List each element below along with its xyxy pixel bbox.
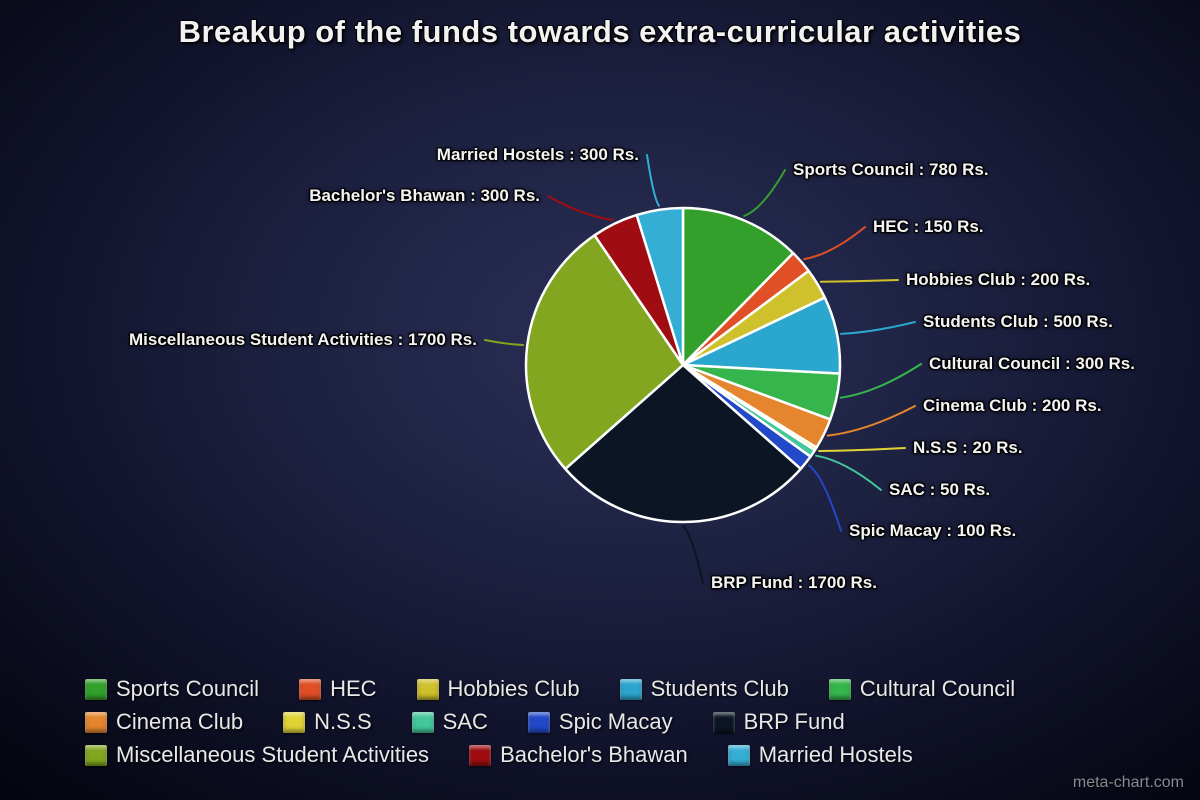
legend-label: HEC <box>330 676 377 701</box>
legend-label: Married Hostels <box>758 742 913 767</box>
leader-line <box>807 464 842 532</box>
legend-item: HEC <box>299 676 377 702</box>
slice-callout: Sports Council : 780 Rs. <box>793 160 989 179</box>
slice-callout: N.S.S : 20 Rs. <box>913 438 1023 457</box>
legend-swatch <box>85 678 107 700</box>
legend-label: Sports Council <box>116 676 260 701</box>
slice-callout: Hobbies Club : 200 Rs. <box>906 270 1091 289</box>
legend-item: Spic Macay <box>527 709 673 735</box>
leader-line <box>819 279 899 283</box>
legend-label: Bachelor's Bhawan <box>500 742 688 767</box>
legend-item: Married Hostels <box>727 742 913 768</box>
legend-swatch <box>828 678 851 700</box>
legend-item: Miscellaneous Student Activities <box>85 742 429 768</box>
legend-item: Sports Council <box>85 676 259 702</box>
slice-callout: HEC : 150 Rs. <box>873 217 984 236</box>
leader-line <box>803 226 866 261</box>
pie-slice <box>564 363 802 524</box>
legend-swatch <box>416 678 439 700</box>
legend-label: Cultural Council <box>859 676 1016 701</box>
leader-line <box>646 154 660 207</box>
slice-callout: Bachelor's Bhawan : 300 Rs. <box>309 186 540 205</box>
leader-line <box>547 195 615 221</box>
slice-callout: SAC : 50 Rs. <box>889 480 991 499</box>
legend: Sports Council HEC Hobbies Club Students Cl… <box>85 676 1165 775</box>
watermark: meta-chart.com <box>1072 774 1184 791</box>
legend-label: Spic Macay <box>558 709 673 734</box>
legend-swatch <box>727 744 750 766</box>
legend-item: BRP Fund <box>712 709 845 735</box>
legend-row: Cinema Club N.S.S SAC Spic Macay BRP Fund <box>85 709 1165 735</box>
legend-label: Hobbies Club <box>447 676 580 701</box>
slice-callout: Cinema Club : 200 Rs. <box>923 396 1102 415</box>
leader-line <box>839 363 922 399</box>
legend-item: N.S.S <box>283 709 372 735</box>
slice-callout: Students Club : 500 Rs. <box>923 312 1113 331</box>
pie-slice <box>681 206 795 367</box>
leader-line <box>815 454 882 491</box>
legend-label: Miscellaneous Student Activities <box>116 742 430 767</box>
slice-callout: Cultural Council : 300 Rs. <box>929 354 1135 373</box>
legend-label: BRP Fund <box>743 709 845 734</box>
legend-swatch <box>299 678 322 700</box>
legend-label: N.S.S <box>314 709 372 734</box>
leader-line <box>484 339 525 346</box>
legend-label: SAC <box>442 709 488 734</box>
legend-item: Cultural Council <box>828 676 1016 702</box>
leader-line <box>818 447 906 452</box>
slice-callout: BRP Fund : 1700 Rs. <box>711 573 877 592</box>
legend-swatch <box>411 711 434 733</box>
legend-item: Hobbies Club <box>416 676 580 702</box>
legend-item: SAC <box>411 709 488 735</box>
legend-swatch <box>469 744 492 766</box>
legend-swatch <box>619 678 642 700</box>
legend-item: Students Club <box>619 676 789 702</box>
legend-row: Sports Council HEC Hobbies Club Students Cl… <box>85 676 1165 702</box>
slice-callout: Miscellaneous Student Activities : 1700 … <box>129 330 477 349</box>
chart-title: Breakup of the funds towards extra-curri… <box>178 14 1022 49</box>
slice-callout: Spic Macay : 100 Rs. <box>849 521 1017 540</box>
legend-label: Cinema Club <box>116 709 244 734</box>
legend-label: Students Club <box>650 676 789 701</box>
pie-slice <box>524 234 685 471</box>
legend-item: Bachelor's Bhawan <box>469 742 688 768</box>
leader-line <box>840 321 916 335</box>
legend-swatch <box>527 711 550 733</box>
leader-line <box>743 169 786 217</box>
legend-item: Cinema Club <box>85 709 243 735</box>
legend-swatch <box>85 744 107 766</box>
legend-swatch <box>712 711 735 733</box>
legend-row: Miscellaneous Student Activities Bachelor… <box>85 742 1165 768</box>
legend-swatch <box>283 711 306 733</box>
leader-line <box>682 525 704 584</box>
leader-line <box>826 405 916 437</box>
legend-swatch <box>85 711 107 733</box>
pie-slice <box>635 206 685 367</box>
slice-callout: Married Hostels : 300 Rs. <box>436 145 639 164</box>
